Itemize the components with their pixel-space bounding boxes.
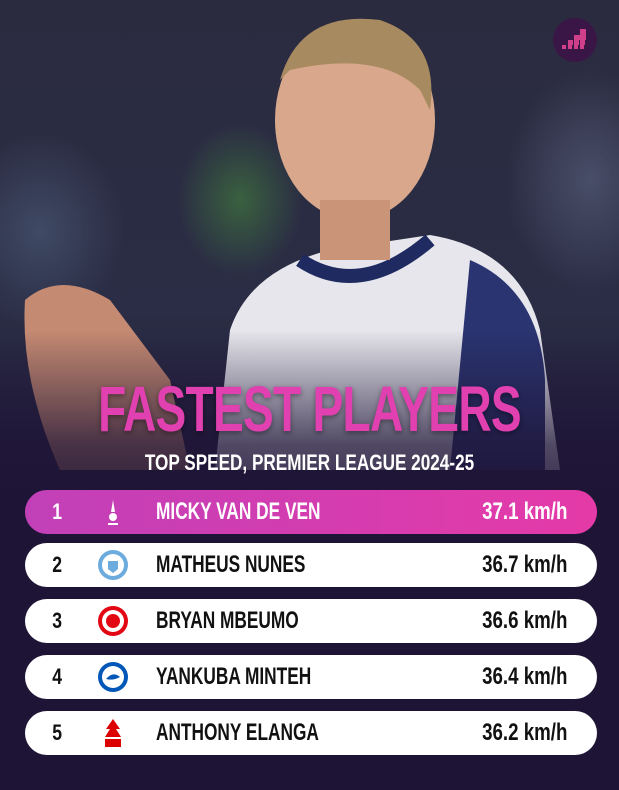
ranking-row: 2 MATHEUS NUNES 36.7 km/h (25, 543, 597, 587)
page-title: FASTEST PLAYERS (98, 373, 522, 445)
rank-number: 3 (52, 608, 63, 633)
player-name: MICKY VAN DE VEN (156, 498, 321, 525)
top-speed: 37.1 km/h (481, 498, 567, 525)
tottenham-crest-icon (97, 496, 129, 528)
man-city-crest-icon (97, 549, 129, 581)
rank-number: 5 (52, 720, 63, 745)
rank-number: 1 (52, 499, 63, 524)
top-speed: 36.2 km/h (481, 719, 567, 746)
player-name: ANTHONY ELANGA (156, 719, 319, 746)
brighton-crest-icon (97, 661, 129, 693)
rank-number: 4 (52, 664, 63, 689)
player-name: BRYAN MBEUMO (156, 607, 299, 634)
ranking-row: 4 YANKUBA MINTEH 36.4 km/h (25, 655, 597, 699)
rank-number: 2 (52, 552, 63, 577)
nottingham-forest-crest-icon (97, 717, 129, 749)
ranking-row: 1 MICKY VAN DE VEN 37.1 km/h (25, 490, 597, 534)
top-speed: 36.4 km/h (481, 663, 567, 690)
ranking-row: 3 BRYAN MBEUMO 36.6 km/h (25, 599, 597, 643)
top-speed: 36.7 km/h (481, 551, 567, 578)
brentford-crest-icon (97, 605, 129, 637)
player-name: MATHEUS NUNES (156, 551, 306, 578)
top-speed: 36.6 km/h (481, 607, 567, 634)
player-name: YANKUBA MINTEH (156, 663, 312, 690)
brand-logo (553, 18, 597, 62)
steps-logo-icon (562, 29, 586, 49)
ranking-row: 5 ANTHONY ELANGA 36.2 km/h (25, 711, 597, 755)
page-subtitle: TOP SPEED, PREMIER LEAGUE 2024-25 (144, 450, 475, 475)
